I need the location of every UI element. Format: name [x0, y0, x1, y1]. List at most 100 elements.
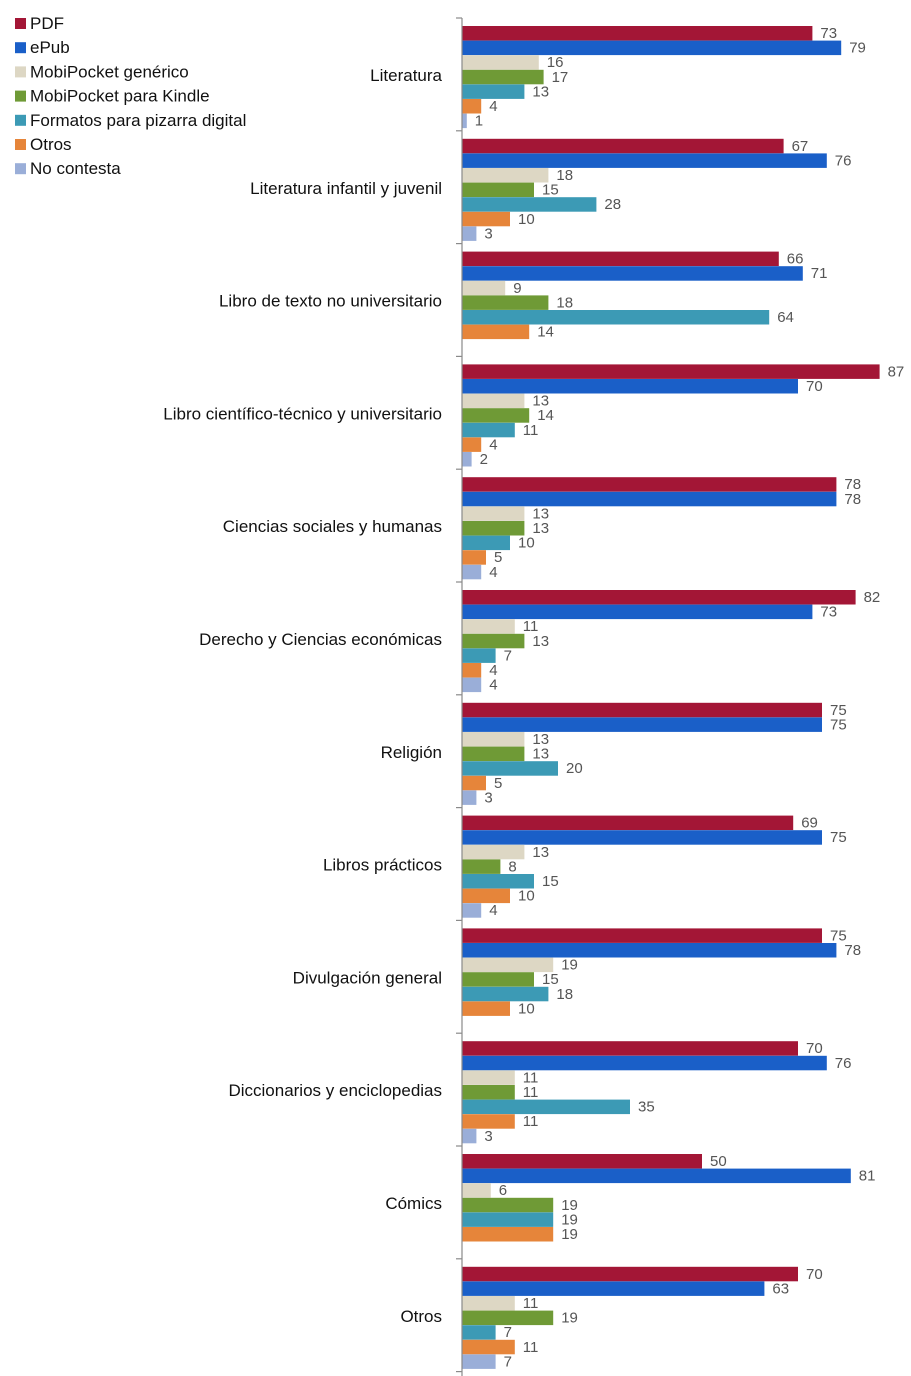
legend-swatch-1: [15, 42, 26, 54]
value-label-3-4: 11: [523, 422, 539, 439]
category-label-8: Divulgación general: [293, 968, 442, 987]
bar-0-1: [462, 40, 842, 56]
value-label-6-1: 75: [830, 716, 847, 733]
value-label-1-4: 28: [604, 196, 621, 213]
bar-11-4: [462, 1325, 496, 1340]
bar-9-0: [462, 1041, 798, 1056]
bar-2-2: [462, 280, 506, 296]
bar-11-5: [462, 1339, 515, 1355]
value-label-2-2: 9: [513, 280, 521, 297]
value-label-1-6: 3: [484, 225, 492, 242]
value-label-11-3: 19: [561, 1310, 578, 1327]
value-label-10-1: 81: [859, 1168, 876, 1185]
value-label-10-5: 19: [561, 1226, 578, 1243]
legend-label-3: MobiPocket para Kindle: [30, 87, 210, 106]
value-label-11-4: 7: [504, 1324, 512, 1341]
value-label-2-1: 71: [811, 265, 828, 282]
bar-5-3: [462, 633, 525, 649]
bar-3-5: [462, 437, 482, 452]
category-label-9: Diccionarios y enciclopedias: [228, 1081, 442, 1100]
bar-7-4: [462, 874, 534, 889]
value-label-5-2: 11: [523, 618, 539, 635]
value-label-6-3: 13: [532, 746, 549, 763]
category-labels: Literatura Literatura infantil y juvenil L…: [163, 66, 442, 1326]
bar-1-0: [462, 138, 784, 154]
value-label-3-5: 4: [489, 436, 497, 453]
bar-9-3: [462, 1085, 515, 1100]
value-label-2-3: 18: [556, 294, 573, 311]
bar-11-1: [462, 1281, 765, 1296]
value-label-1-0: 67: [792, 138, 809, 155]
value-label-5-6: 4: [489, 677, 497, 694]
bars: [462, 26, 880, 1369]
value-label-8-2: 19: [561, 957, 578, 974]
value-label-5-4: 7: [504, 647, 512, 664]
value-label-0-0: 73: [820, 25, 837, 42]
legend-label-2: MobiPocket genérico: [30, 62, 189, 81]
value-label-7-0: 69: [801, 815, 818, 832]
legend-label-1: ePub: [30, 38, 70, 57]
bar-9-5: [462, 1114, 515, 1129]
bar-4-5: [462, 550, 486, 565]
category-label-1: Literatura infantil y juvenil: [250, 179, 442, 198]
value-label-7-3: 8: [508, 858, 516, 875]
value-label-6-0: 75: [830, 702, 847, 719]
bar-8-0: [462, 928, 822, 943]
legend-swatch-2: [15, 66, 26, 78]
bar-4-1: [462, 491, 837, 507]
bar-6-0: [462, 702, 822, 718]
value-label-5-3: 13: [532, 633, 549, 650]
bar-0-5: [462, 99, 482, 114]
bar-8-1: [462, 943, 837, 958]
value-label-11-1: 63: [772, 1280, 789, 1297]
value-label-10-0: 50: [710, 1153, 727, 1170]
bar-1-6: [462, 226, 477, 241]
value-label-5-0: 82: [864, 589, 881, 606]
value-label-0-4: 13: [532, 83, 549, 100]
bar-4-6: [462, 564, 482, 580]
category-axis: [456, 17, 463, 1376]
value-label-3-2: 13: [532, 393, 549, 410]
category-label-5: Derecho y Ciencias económicas: [199, 630, 442, 649]
bar-10-5: [462, 1227, 554, 1242]
bar-8-5: [462, 1001, 510, 1016]
value-label-10-3: 19: [561, 1197, 578, 1214]
value-label-7-6: 4: [489, 902, 497, 919]
bar-2-0: [462, 251, 779, 267]
value-label-9-0: 70: [806, 1040, 823, 1057]
legend-label-6: No contesta: [30, 159, 121, 178]
bar-7-6: [462, 903, 482, 918]
legend-label-4: Formatos para pizarra digital: [30, 111, 246, 130]
bar-5-2: [462, 619, 515, 634]
bar-1-1: [462, 153, 827, 168]
bar-0-4: [462, 84, 525, 99]
bar-1-4: [462, 197, 597, 212]
value-label-9-2: 11: [523, 1069, 539, 1086]
value-label-9-4: 35: [638, 1099, 655, 1116]
bar-10-1: [462, 1168, 851, 1184]
value-label-9-6: 3: [484, 1128, 492, 1145]
value-label-3-1: 70: [806, 378, 823, 395]
bar-5-5: [462, 663, 482, 678]
bar-10-4: [462, 1212, 554, 1227]
bar-5-4: [462, 648, 496, 663]
category-label-3: Libro científico-técnico y universitario: [163, 404, 442, 423]
value-label-8-3: 15: [542, 971, 559, 988]
bar-0-6: [462, 113, 467, 129]
value-label-1-3: 15: [542, 182, 559, 199]
bar-3-0: [462, 364, 880, 379]
bar-0-0: [462, 26, 813, 41]
category-label-10: Cómics: [385, 1194, 442, 1213]
legend-swatch-3: [15, 90, 26, 102]
value-label-0-3: 17: [552, 69, 569, 86]
bar-3-1: [462, 379, 798, 394]
value-label-3-6: 2: [480, 451, 488, 468]
bar-11-2: [462, 1296, 515, 1311]
bar-2-3: [462, 295, 549, 310]
bar-1-3: [462, 182, 534, 198]
category-label-7: Libros prácticos: [323, 856, 442, 875]
category-label-11: Otros: [400, 1307, 442, 1326]
value-label-6-6: 3: [484, 789, 492, 806]
bar-6-4: [462, 761, 558, 776]
